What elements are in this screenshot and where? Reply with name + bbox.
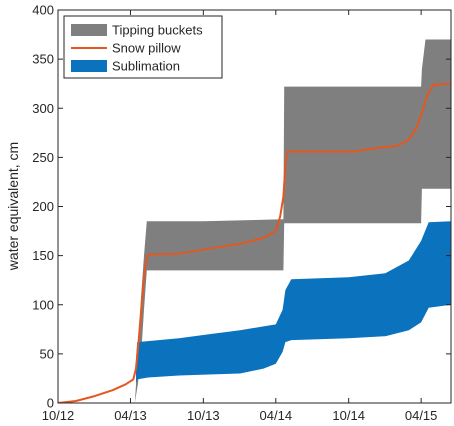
x-tick-label: 04/13 bbox=[114, 408, 147, 423]
y-tick-label: 400 bbox=[32, 3, 54, 18]
band-tipping-buckets bbox=[134, 39, 451, 403]
legend: Tipping buckets Snow pillow Sublimation bbox=[63, 15, 223, 79]
x-tick-label: 04/14 bbox=[260, 408, 293, 423]
x-tick-label: 10/13 bbox=[187, 408, 220, 423]
series-layer bbox=[58, 39, 451, 403]
y-tick-label: 250 bbox=[32, 150, 54, 165]
y-tick-label: 150 bbox=[32, 248, 54, 263]
x-tick-label: 10/14 bbox=[332, 408, 365, 423]
x-tick-label: 04/15 bbox=[405, 408, 438, 423]
y-tick-label: 200 bbox=[32, 199, 54, 214]
y-tick-label: 350 bbox=[32, 52, 54, 67]
y-tick-label: 100 bbox=[32, 297, 54, 312]
legend-swatch-sublimation bbox=[71, 60, 107, 72]
y-tick-label: 300 bbox=[32, 101, 54, 116]
legend-label-tipping-buckets: Tipping buckets bbox=[112, 23, 203, 38]
legend-swatch-tipping-buckets bbox=[71, 24, 107, 36]
y-tick-label: 50 bbox=[40, 346, 54, 361]
y-axis-label: water equivalent, cm bbox=[5, 142, 21, 271]
axis-layer: 10/12 04/13 10/13 04/14 10/14 04/15 0 50 100 150 2… bbox=[32, 3, 451, 423]
band-sublimation bbox=[136, 221, 451, 384]
y-tick-label: 0 bbox=[47, 396, 54, 411]
x-tick-label: 10/12 bbox=[42, 408, 75, 423]
legend-label-snow-pillow: Snow pillow bbox=[112, 41, 181, 56]
legend-label-sublimation: Sublimation bbox=[112, 59, 180, 74]
line-snow-pillow bbox=[58, 82, 451, 403]
